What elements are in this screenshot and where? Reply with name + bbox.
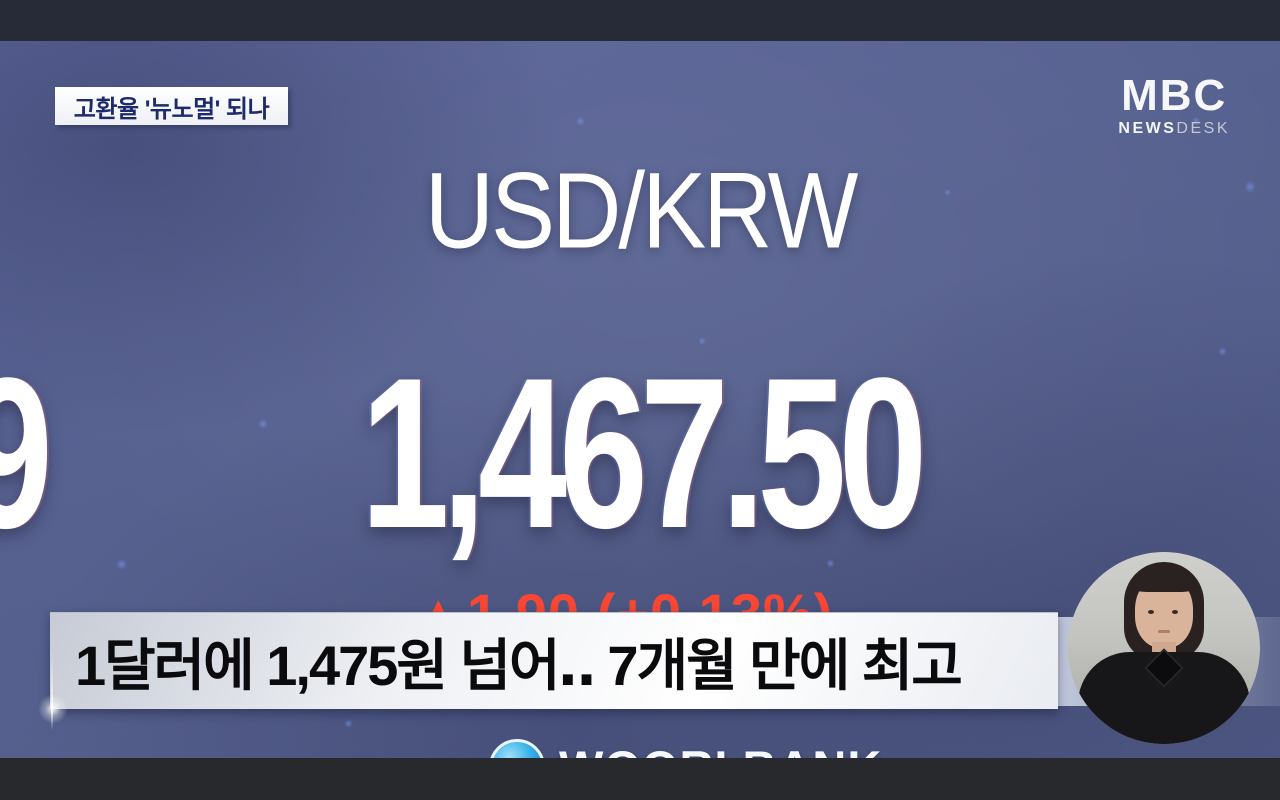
mbc-logo: MBC — [1121, 71, 1228, 120]
interpreter-mouth — [1158, 630, 1170, 633]
bokeh-dot — [698, 337, 706, 345]
channel-bug: MBC NEWSDESK — [1118, 71, 1230, 138]
bokeh-dot — [576, 117, 585, 126]
currency-pair-label: USD/KRW — [424, 151, 859, 271]
letterbox-bottom-bar — [0, 758, 1280, 800]
adjacent-rate-digit-cutoff: 9 — [0, 330, 53, 577]
bokeh-dot — [344, 719, 353, 728]
sign-language-interpreter — [1068, 552, 1260, 744]
program-title-news: NEWS — [1118, 120, 1177, 137]
program-title-desk: DESK — [1176, 120, 1230, 137]
program-title: NEWSDESK — [1118, 120, 1230, 138]
bokeh-dot — [826, 559, 835, 568]
bokeh-dot — [116, 559, 127, 570]
interpreter-eye — [1148, 610, 1154, 614]
interpreter-hair-fringe — [1132, 570, 1196, 592]
bokeh-dot — [1218, 347, 1227, 356]
bokeh-dot — [1192, 117, 1200, 125]
headline-badge: 고환율 '뉴노멀' 되나 — [55, 87, 288, 125]
interpreter-eye — [1172, 610, 1178, 614]
lower-third-text: 1달러에 1,475원 넘어‥ 7개월 만에 최고 — [75, 633, 963, 697]
sparkle-beam — [51, 650, 53, 730]
bokeh-dot — [258, 419, 268, 429]
lower-third-banner: 1달러에 1,475원 넘어‥ 7개월 만에 최고 — [50, 612, 1058, 709]
letterbox-top-bar — [0, 0, 1280, 41]
headline-badge-text: 고환율 '뉴노멀' 되나 — [73, 95, 270, 123]
sparkle-glint — [38, 694, 68, 724]
bokeh-dot — [944, 189, 951, 196]
exchange-rate-value: 1,467.50 — [360, 332, 928, 573]
bokeh-dot — [1244, 181, 1256, 193]
